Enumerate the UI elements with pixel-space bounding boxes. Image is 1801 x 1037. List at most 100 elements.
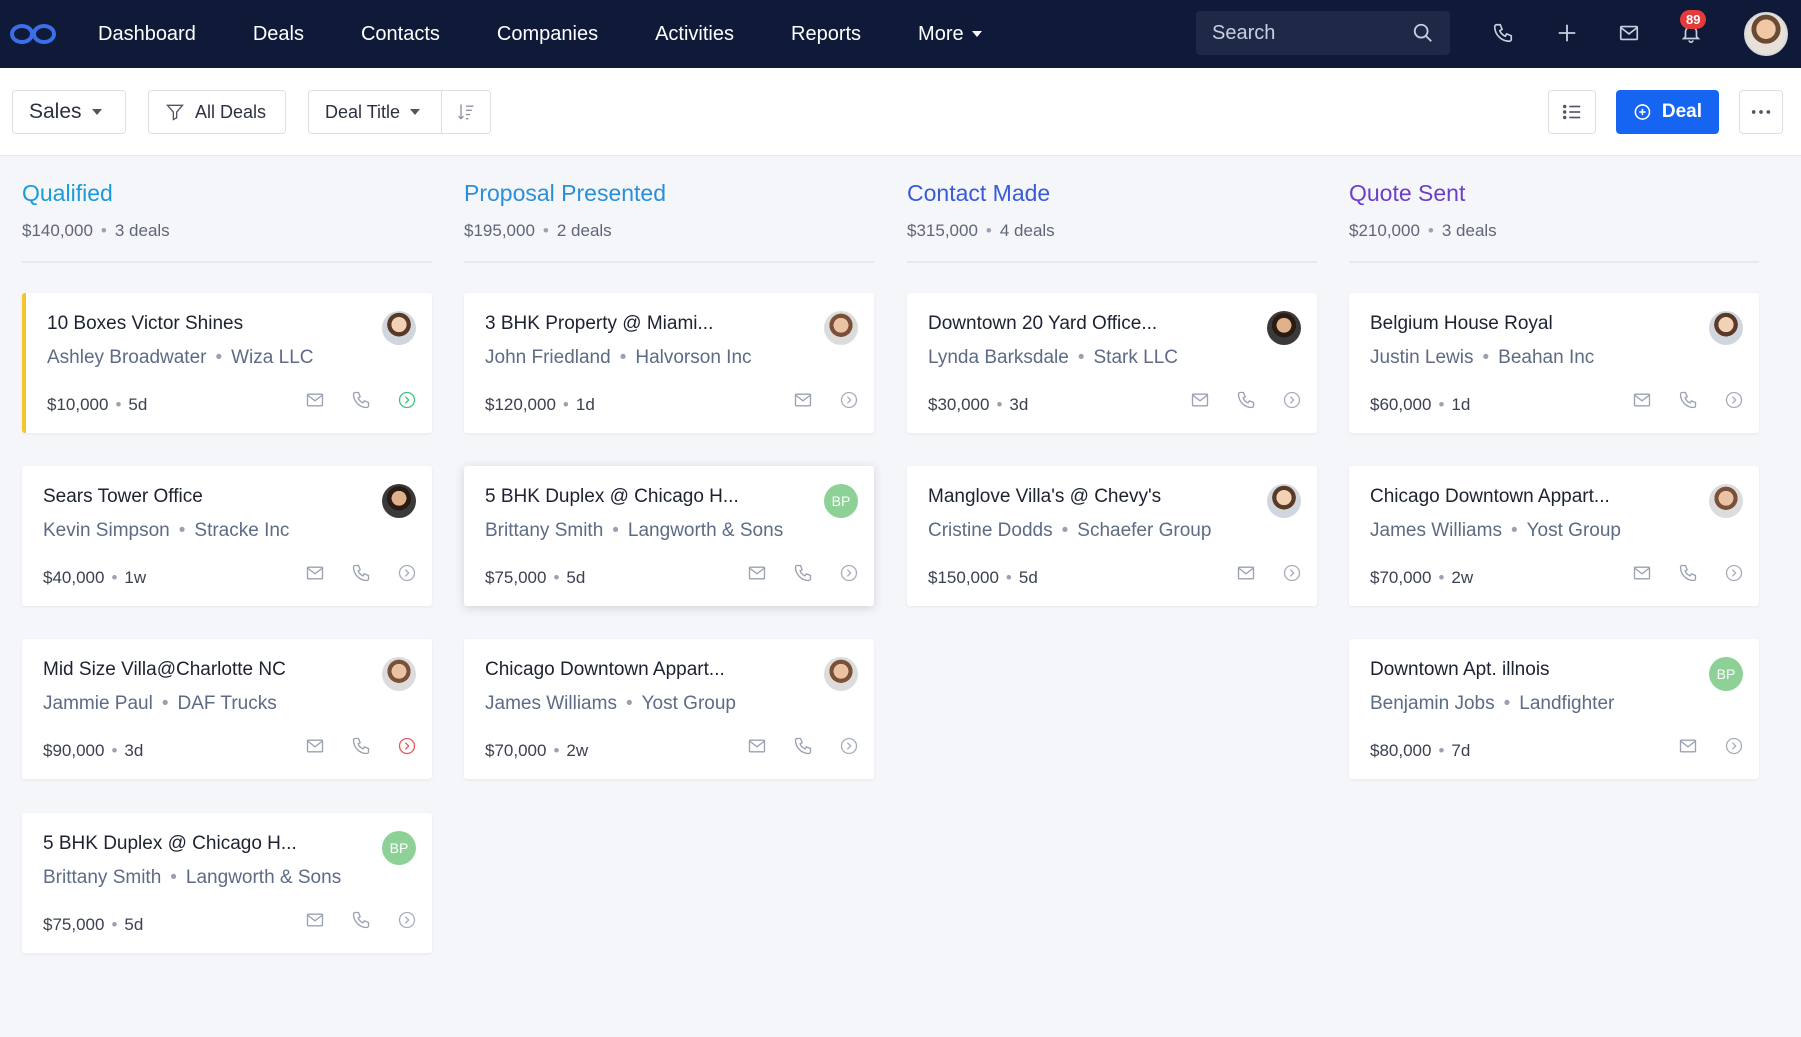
- deal-title[interactable]: Sears Tower Office: [43, 486, 203, 507]
- search-icon[interactable]: [1412, 22, 1434, 44]
- nav-more[interactable]: More: [918, 23, 982, 46]
- deal-card[interactable]: Downtown Apt. illnois Benjamin Jobs • Landf…: [1349, 639, 1759, 779]
- mail-icon[interactable]: [1631, 389, 1653, 411]
- pipeline-select[interactable]: Sales: [12, 90, 126, 134]
- nav-reports[interactable]: Reports: [791, 23, 861, 46]
- deal-company[interactable]: Halvorson Inc: [635, 347, 752, 368]
- stage-advance-icon[interactable]: [1281, 562, 1303, 584]
- nav-contacts[interactable]: Contacts: [361, 23, 440, 46]
- contact-avatar[interactable]: [1709, 311, 1743, 345]
- mail-icon[interactable]: [304, 735, 326, 757]
- mail-icon[interactable]: [746, 735, 768, 757]
- deal-title[interactable]: 3 BHK Property @ Miami...: [485, 313, 714, 334]
- deal-contact[interactable]: Jammie Paul: [43, 693, 153, 714]
- nav-companies[interactable]: Companies: [497, 23, 598, 46]
- stage-advance-icon[interactable]: [396, 735, 418, 757]
- mail-icon[interactable]: [792, 389, 814, 411]
- stage-advance-icon[interactable]: [1723, 735, 1745, 757]
- stage-advance-icon[interactable]: [1723, 562, 1745, 584]
- contact-avatar[interactable]: [824, 311, 858, 345]
- nav-deals[interactable]: Deals: [253, 23, 304, 46]
- user-avatar[interactable]: [1744, 12, 1788, 56]
- phone-icon[interactable]: [350, 909, 372, 931]
- deal-card[interactable]: Downtown 20 Yard Office... Lynda Barksdal…: [907, 293, 1317, 433]
- deal-company[interactable]: Wiza LLC: [231, 347, 314, 368]
- sort-field-select[interactable]: Deal Title: [308, 90, 442, 134]
- app-logo[interactable]: [10, 19, 60, 49]
- nav-dashboard[interactable]: Dashboard: [98, 23, 196, 46]
- deal-title[interactable]: 10 Boxes Victor Shines: [47, 313, 244, 334]
- mail-icon[interactable]: [304, 562, 326, 584]
- phone-icon[interactable]: [1677, 389, 1699, 411]
- mail-icon[interactable]: [1631, 562, 1653, 584]
- deal-card[interactable]: Chicago Downtown Appart... James Williams…: [464, 639, 874, 779]
- stage-advance-icon[interactable]: [396, 389, 418, 411]
- deal-filter-button[interactable]: All Deals: [148, 90, 286, 134]
- phone-icon[interactable]: [1235, 389, 1257, 411]
- deal-contact[interactable]: Benjamin Jobs: [1370, 693, 1495, 714]
- stage-advance-icon[interactable]: [838, 735, 860, 757]
- mail-icon[interactable]: [304, 909, 326, 931]
- deal-company[interactable]: Yost Group: [1526, 520, 1621, 541]
- deal-contact[interactable]: Kevin Simpson: [43, 520, 170, 541]
- deal-card[interactable]: 5 BHK Duplex @ Chicago H... Brittany Smit…: [464, 466, 874, 606]
- deal-title[interactable]: 5 BHK Duplex @ Chicago H...: [485, 486, 739, 507]
- search-box[interactable]: [1196, 11, 1450, 55]
- deal-card[interactable]: Chicago Downtown Appart... James Williams…: [1349, 466, 1759, 606]
- stage-advance-icon[interactable]: [1281, 389, 1303, 411]
- deal-card[interactable]: Mid Size Villa@Charlotte NC Jammie Paul • D…: [22, 639, 432, 779]
- more-options-button[interactable]: [1739, 90, 1783, 134]
- deal-card[interactable]: Belgium House Royal Justin Lewis • Beahan I…: [1349, 293, 1759, 433]
- mail-icon[interactable]: [1614, 18, 1644, 48]
- deal-contact[interactable]: Justin Lewis: [1370, 347, 1474, 368]
- sort-direction-button[interactable]: [441, 90, 491, 134]
- deal-company[interactable]: Langworth & Sons: [185, 867, 342, 888]
- deal-title[interactable]: Chicago Downtown Appart...: [1370, 486, 1610, 507]
- stage-advance-icon[interactable]: [838, 389, 860, 411]
- contact-avatar[interactable]: BP: [824, 484, 858, 518]
- stage-advance-icon[interactable]: [396, 909, 418, 931]
- contact-avatar[interactable]: [382, 484, 416, 518]
- deal-company[interactable]: Langworth & Sons: [627, 520, 784, 541]
- contact-avatar[interactable]: BP: [382, 831, 416, 865]
- column-title[interactable]: Qualified: [22, 180, 113, 206]
- deal-company[interactable]: DAF Trucks: [177, 693, 277, 714]
- stage-advance-icon[interactable]: [396, 562, 418, 584]
- phone-icon[interactable]: [792, 735, 814, 757]
- nav-activities[interactable]: Activities: [655, 23, 734, 46]
- search-input[interactable]: [1212, 21, 1402, 45]
- contact-avatar[interactable]: [1267, 484, 1301, 518]
- stage-advance-icon[interactable]: [838, 562, 860, 584]
- deal-company[interactable]: Beahan Inc: [1498, 347, 1595, 368]
- deal-company[interactable]: Schaefer Group: [1077, 520, 1212, 541]
- deal-contact[interactable]: Ashley Broadwater: [47, 347, 207, 368]
- column-title[interactable]: Contact Made: [907, 180, 1051, 206]
- phone-icon[interactable]: [1488, 18, 1518, 48]
- deal-company[interactable]: Yost Group: [641, 693, 736, 714]
- deal-title[interactable]: Downtown 20 Yard Office...: [928, 313, 1158, 334]
- phone-icon[interactable]: [350, 562, 372, 584]
- stage-advance-icon[interactable]: [1723, 389, 1745, 411]
- contact-avatar[interactable]: BP: [1709, 657, 1743, 691]
- deal-contact[interactable]: James Williams: [1370, 520, 1502, 541]
- plus-icon[interactable]: [1552, 18, 1582, 48]
- mail-icon[interactable]: [304, 389, 326, 411]
- list-view-button[interactable]: [1548, 90, 1596, 134]
- mail-icon[interactable]: [746, 562, 768, 584]
- deal-card[interactable]: Sears Tower Office Kevin Simpson • Stracke …: [22, 466, 432, 606]
- deal-contact[interactable]: Cristine Dodds: [928, 520, 1053, 541]
- phone-icon[interactable]: [1677, 562, 1699, 584]
- deal-company[interactable]: Landfighter: [1519, 693, 1615, 714]
- column-title[interactable]: Proposal Presented: [464, 180, 667, 206]
- deal-contact[interactable]: John Friedland: [485, 347, 611, 368]
- deal-title[interactable]: Downtown Apt. illnois: [1370, 659, 1550, 680]
- contact-avatar[interactable]: [382, 657, 416, 691]
- deal-card[interactable]: Manglove Villa's @ Chevy's Cristine Dodds…: [907, 466, 1317, 606]
- deal-title[interactable]: Belgium House Royal: [1370, 313, 1553, 334]
- contact-avatar[interactable]: [382, 311, 416, 345]
- deal-card[interactable]: 3 BHK Property @ Miami... John Friedland •…: [464, 293, 874, 433]
- deal-title[interactable]: Manglove Villa's @ Chevy's: [928, 486, 1162, 507]
- contact-avatar[interactable]: [824, 657, 858, 691]
- deal-company[interactable]: Stracke Inc: [194, 520, 290, 541]
- phone-icon[interactable]: [350, 735, 372, 757]
